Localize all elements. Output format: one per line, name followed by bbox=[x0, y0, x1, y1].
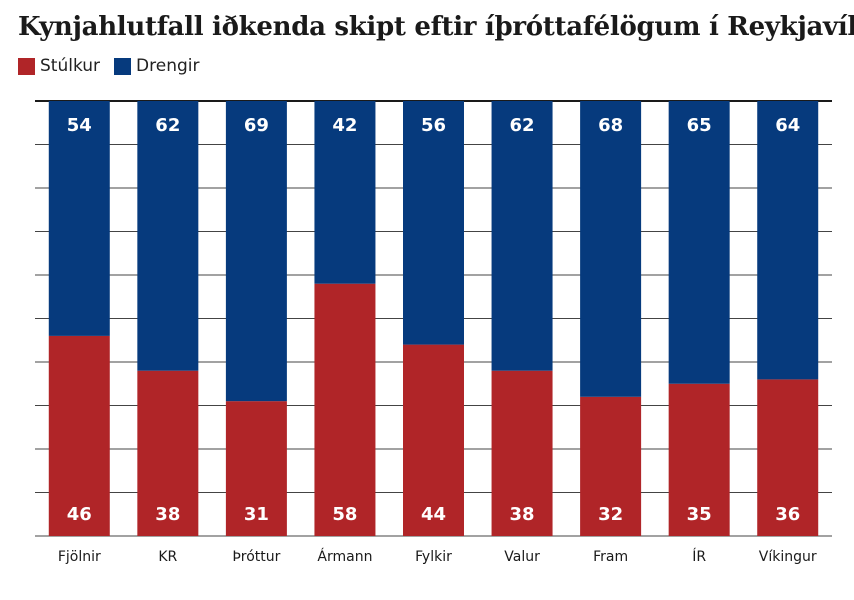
bar-boys bbox=[668, 101, 730, 384]
legend-item-girls: Stúlkur bbox=[18, 56, 100, 76]
data-label-girls: 46 bbox=[67, 504, 92, 525]
bar-boys bbox=[757, 101, 819, 380]
data-label-girls: 31 bbox=[244, 504, 269, 525]
data-label-boys: 68 bbox=[598, 115, 623, 136]
data-label-boys: 54 bbox=[67, 115, 92, 136]
category-label: Fram bbox=[593, 549, 628, 565]
data-label-girls: 32 bbox=[598, 504, 623, 525]
bar-girls bbox=[48, 335, 110, 536]
chart-title: Kynjahlutfall iðkenda skipt eftir íþrótt… bbox=[18, 12, 854, 42]
legend-label-girls: Stúlkur bbox=[40, 56, 101, 76]
category-label: Fjölnir bbox=[58, 549, 101, 565]
legend-swatch-girls bbox=[18, 57, 35, 75]
data-label-boys: 62 bbox=[510, 115, 535, 136]
bar-girls bbox=[403, 344, 464, 536]
data-label-boys: 65 bbox=[687, 115, 712, 136]
bar-girls bbox=[757, 379, 819, 536]
data-label-boys: 69 bbox=[244, 115, 269, 136]
category-label: Víkingur bbox=[759, 549, 817, 565]
data-label-girls: 58 bbox=[332, 504, 357, 525]
bar-girls bbox=[137, 370, 199, 536]
bar-boys bbox=[137, 101, 199, 371]
bar-boys bbox=[48, 101, 110, 336]
bar-girls bbox=[314, 283, 376, 536]
bar-girls bbox=[668, 383, 730, 536]
bar-girls bbox=[225, 401, 287, 536]
data-label-boys: 62 bbox=[155, 115, 180, 136]
bar-boys bbox=[225, 101, 287, 402]
category-label: Þróttur bbox=[232, 549, 280, 565]
category-label: KR bbox=[158, 549, 177, 565]
bar-boys bbox=[403, 101, 464, 345]
data-label-girls: 38 bbox=[155, 504, 180, 525]
data-label-boys: 56 bbox=[421, 115, 446, 136]
data-label-boys: 42 bbox=[332, 115, 357, 136]
data-label-girls: 44 bbox=[421, 504, 446, 525]
bar-girls bbox=[491, 370, 553, 536]
bar-boys bbox=[314, 101, 376, 284]
category-label: ÍR bbox=[692, 548, 706, 565]
data-label-girls: 35 bbox=[687, 504, 712, 525]
legend-label-boys: Drengir bbox=[136, 56, 200, 76]
legend: Stúlkur Drengir bbox=[18, 56, 214, 76]
category-label: Fylkir bbox=[415, 549, 452, 565]
category-label: Valur bbox=[504, 549, 540, 565]
legend-swatch-boys bbox=[114, 57, 132, 75]
data-label-girls: 38 bbox=[510, 504, 535, 525]
bar-boys bbox=[580, 101, 642, 397]
bar-boys bbox=[491, 101, 553, 371]
data-label-girls: 36 bbox=[775, 504, 800, 525]
legend-item-boys: Drengir bbox=[114, 56, 200, 76]
data-label-boys: 64 bbox=[775, 115, 800, 136]
bar-girls bbox=[580, 396, 642, 536]
category-label: Ármann bbox=[317, 548, 372, 565]
